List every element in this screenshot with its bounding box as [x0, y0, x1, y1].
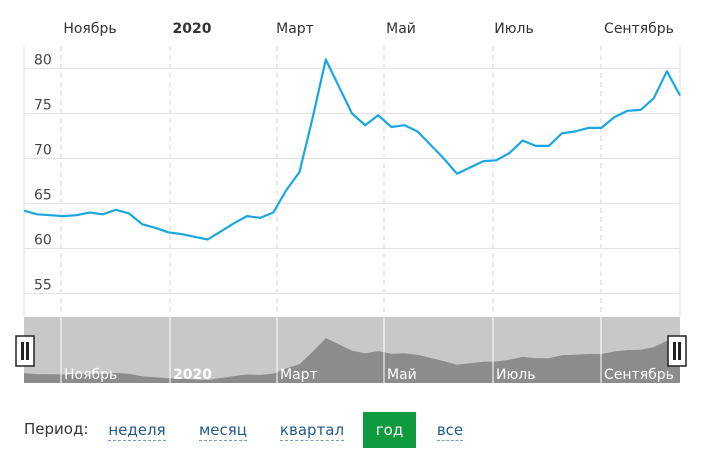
navigator-right-handle[interactable]	[667, 335, 687, 367]
top-axis-label: Июль	[494, 21, 533, 37]
period-month-button[interactable]: месяц	[190, 412, 256, 448]
top-axis-label: Ноябрь	[63, 21, 116, 37]
period-year-button[interactable]: год	[363, 412, 416, 448]
vertical-grid	[60, 46, 602, 316]
navigator-label: Май	[387, 367, 417, 383]
top-axis-label: Сентябрь	[604, 21, 674, 37]
navigator-label: Сентябрь	[604, 367, 674, 383]
top-axis-labels: Ноябрь 2020 Март Май Июль Сентябрь	[63, 21, 674, 37]
price-chart: Ноябрь 2020 Март Май Июль Сентябрь 80 75 7…	[15, 21, 687, 383]
horizontal-grid	[24, 68, 680, 294]
y-tick-label: 60	[34, 233, 52, 249]
navigator-grid	[60, 317, 602, 383]
period-all-button[interactable]: все	[430, 412, 470, 448]
period-quarter-button[interactable]: квартал	[274, 412, 350, 448]
top-axis-label: Май	[386, 21, 416, 37]
navigator-label: Март	[280, 367, 318, 383]
period-quarter-label: квартал	[279, 421, 345, 441]
y-tick-label: 70	[34, 143, 52, 159]
period-all-label: все	[436, 421, 464, 441]
period-week-button[interactable]: неделя	[104, 412, 170, 448]
price-series-line	[23, 58, 681, 241]
navigator-left-handle[interactable]	[15, 335, 35, 367]
navigator-label: Июль	[496, 367, 535, 383]
period-week-label: неделя	[108, 421, 166, 441]
y-axis-labels: 80 75 70 65 60 55	[34, 53, 52, 294]
period-label: Период:	[24, 420, 89, 438]
y-tick-label: 55	[34, 278, 52, 294]
navigator-label-year: 2020	[173, 367, 212, 383]
navigator-labels: Ноябрь 2020 Март Май Июль Сентябрь	[64, 367, 674, 383]
period-month-label: месяц	[198, 421, 248, 441]
y-tick-label: 75	[34, 98, 52, 114]
navigator-area	[24, 338, 680, 383]
period-year-label: год	[375, 421, 404, 439]
period-selector: Период: неделя месяц квартал год все	[0, 408, 704, 452]
top-axis-label-year: 2020	[173, 21, 212, 37]
y-tick-label: 65	[34, 188, 52, 204]
y-tick-label: 80	[34, 53, 52, 69]
top-axis-label: Март	[276, 21, 314, 37]
navigator-label: Ноябрь	[64, 367, 117, 383]
